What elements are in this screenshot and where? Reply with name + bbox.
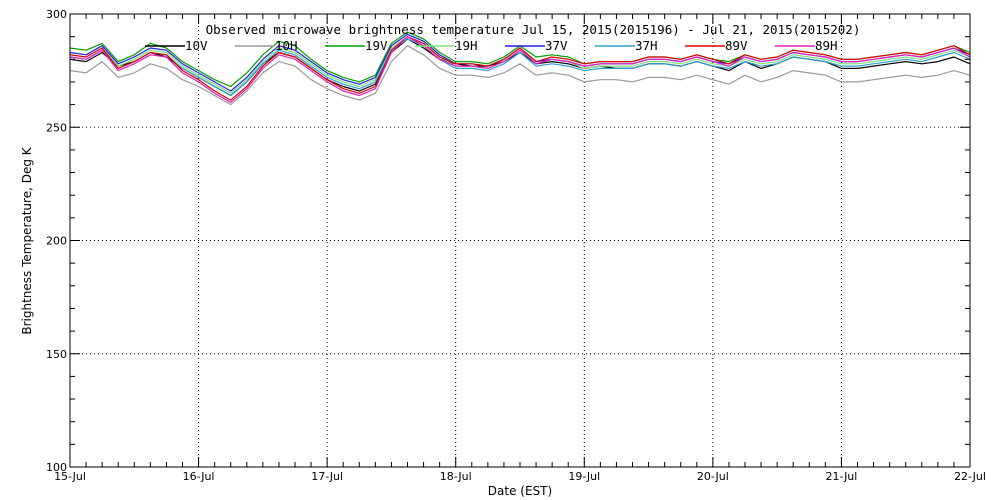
x-tick-labels: 15-Jul 16-Jul 17-Jul 18-Jul 19-Jul 20-Jul 21-J… (54, 470, 986, 483)
axis-ticks (69, 13, 971, 468)
x-tick-label: 19-Jul (568, 470, 600, 483)
legend: 10V 10H 19V 19H 37V 37H 89V 89H (145, 38, 838, 53)
legend-label-89h: 89H (815, 38, 838, 53)
x-tick-label: 18-Jul (440, 470, 472, 483)
legend-label-19v: 19V (365, 38, 388, 53)
series-line-10h (69, 45, 971, 106)
legend-label-37v: 37V (545, 38, 568, 53)
y-tick-label: 150 (46, 348, 67, 361)
chart-title: Observed microwave brightness temperatur… (206, 22, 861, 37)
legend-label-19h: 19H (455, 38, 478, 53)
legend-label-10v: 10V (185, 38, 208, 53)
x-tick-label: 15-Jul (54, 470, 86, 483)
series-line-37h (69, 38, 971, 97)
legend-label-89v: 89V (725, 38, 748, 53)
x-axis-title: Date (EST) (488, 484, 552, 498)
y-tick-label: 100 (46, 461, 67, 474)
y-tick-label: 250 (46, 121, 67, 134)
y-axis-title: Brightness Temperature, Deg K (20, 146, 34, 334)
x-tick-label: 16-Jul (183, 470, 215, 483)
series-line-89v (69, 36, 971, 101)
x-tick-label: 17-Jul (311, 470, 343, 483)
y-tick-label: 300 (46, 8, 67, 21)
series-line-89h (69, 36, 971, 103)
y-tick-labels: 100 150 200 250 300 (46, 8, 67, 474)
legend-label-37h: 37H (635, 38, 658, 53)
x-tick-label: 21-Jul (825, 470, 857, 483)
grid-lines (70, 14, 970, 467)
legend-label-10h: 10H (275, 38, 298, 53)
y-tick-label: 200 (46, 235, 67, 248)
x-tick-label: 22-Jul (954, 470, 986, 483)
x-tick-label: 20-Jul (697, 470, 729, 483)
